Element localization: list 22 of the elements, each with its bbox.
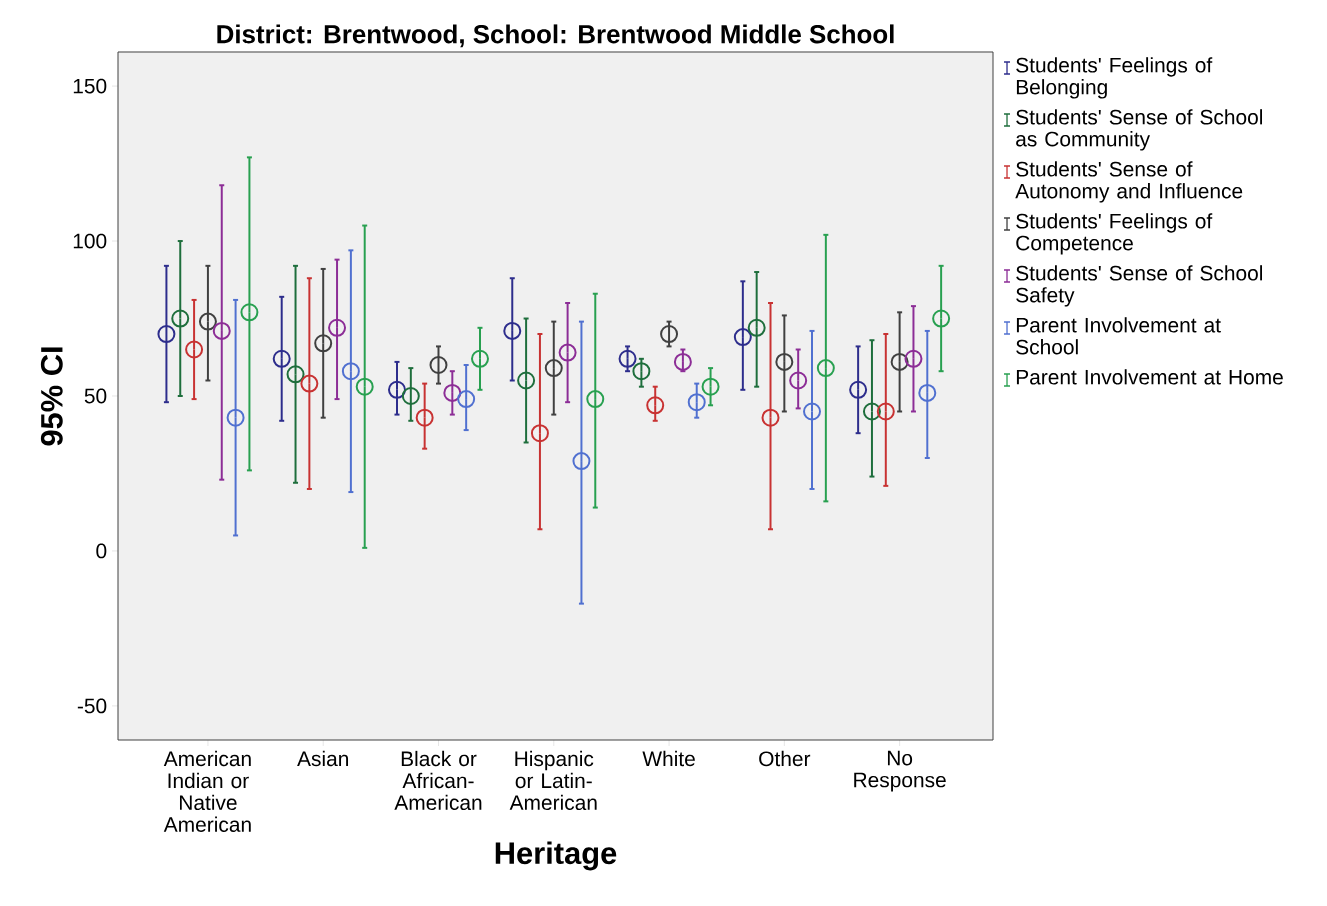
y-axis-title: 95% CI	[40, 347, 63, 446]
x-tick-label: No Response	[854, 750, 946, 792]
legend-label: Parent Involvement at Home	[1016, 369, 1283, 385]
legend-label: Students' Feelings of Competence	[1016, 213, 1213, 255]
legend-label: Students' Sense of School as Community	[1016, 109, 1263, 151]
y-tick-label: 50	[84, 388, 107, 404]
x-tick-label: Black or African-American	[394, 750, 482, 811]
legend-label: Students' Sense of Autonomy and Influence	[1015, 161, 1243, 203]
legend-label: Students' Feelings of Belonging	[1016, 57, 1213, 99]
y-tick-label: -50	[77, 698, 107, 714]
chart-title: District: Brentwood, School: Brentwood Middle School	[217, 24, 894, 48]
legend-label: Parent Involvement at School	[1016, 317, 1221, 355]
x-tick-label: Asian	[297, 750, 349, 767]
x-tick-label: Other	[759, 750, 811, 767]
y-tick-label: 150	[73, 78, 107, 94]
y-tick-label: 100	[73, 233, 107, 249]
x-tick-label: Hispanic or Latin-American	[509, 750, 597, 811]
x-tick-label: White	[642, 750, 695, 767]
x-axis-title: Heritage	[495, 841, 617, 871]
y-tick-label: 0	[96, 543, 107, 559]
x-tick-label: American Indian or Native American	[163, 750, 251, 832]
legend-label: Students' Sense of School Safety	[1016, 265, 1263, 307]
